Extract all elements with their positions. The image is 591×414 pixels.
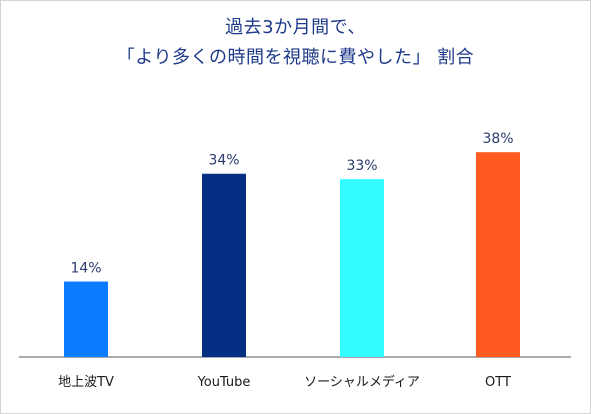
data-label-4: 38% — [482, 131, 513, 147]
category-label-3: ソーシャルメディア — [304, 374, 420, 390]
bar-3 — [340, 179, 384, 357]
data-label-3: 33% — [346, 158, 377, 174]
chart-title-line2: 「より多くの時間を視聴に費やした」 割合 — [116, 47, 475, 68]
bar-1 — [64, 281, 108, 357]
category-label-4: OTT — [485, 375, 511, 390]
chart-title-line1: 過去3か月間で、 — [225, 17, 366, 38]
data-label-2: 34% — [208, 153, 239, 169]
data-label-1: 14% — [70, 261, 101, 277]
category-label-1: 地上波TV — [58, 375, 114, 390]
bar-4 — [476, 152, 520, 357]
bar-2 — [202, 173, 246, 357]
category-label-2: YouTube — [197, 375, 251, 390]
